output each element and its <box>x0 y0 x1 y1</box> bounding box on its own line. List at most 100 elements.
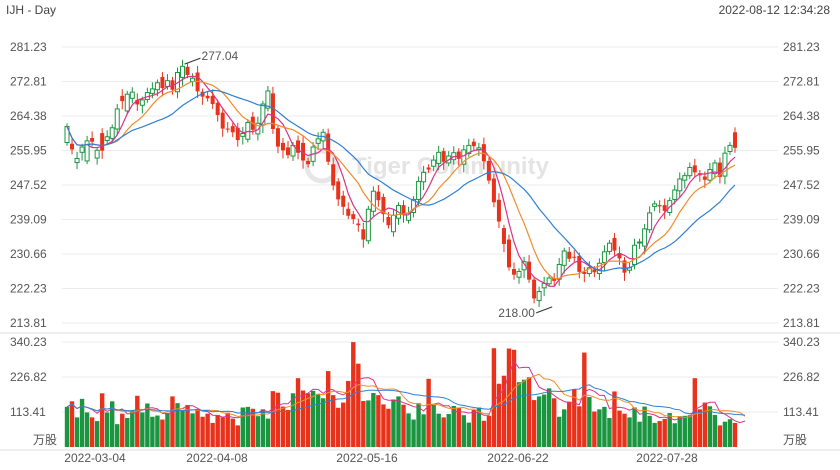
volume-bar <box>436 413 441 447</box>
candle-body-up <box>79 146 85 153</box>
candle-body-down <box>210 95 215 105</box>
volume-bar <box>567 401 572 447</box>
price-tick-right: 264.38 <box>783 109 820 123</box>
volume-bar <box>235 425 240 447</box>
price-tick-left: 264.38 <box>10 109 47 123</box>
volume-ma10-line <box>66 373 746 419</box>
volume-bar <box>461 415 466 447</box>
volume-bar <box>707 406 713 447</box>
volume-bar <box>255 416 261 447</box>
volume-bar <box>521 379 527 447</box>
volume-bar <box>541 394 547 447</box>
candle-body-down <box>552 278 557 281</box>
price-tick-left: 247.52 <box>10 178 47 192</box>
volume-bar <box>396 396 401 447</box>
symbol-interval-title: IJH - Day <box>6 3 57 17</box>
volume-bar <box>295 378 301 447</box>
candle-body-down <box>577 255 582 272</box>
candle-body-up <box>149 88 155 94</box>
volume-tick-left: 113.41 <box>10 405 46 419</box>
volume-bar <box>346 380 351 447</box>
volume-bar <box>421 414 426 447</box>
chart-timestamp: 2022-08-12 12:34:28 <box>718 3 830 17</box>
volume-bar <box>79 398 85 447</box>
volume-bar <box>476 407 482 447</box>
volume-bar <box>617 410 622 447</box>
volume-bar <box>325 371 331 447</box>
volume-bar <box>702 402 708 447</box>
volume-bar <box>165 413 170 447</box>
volume-bars <box>64 342 738 447</box>
candle-body-up <box>727 144 733 153</box>
volume-tick-left: 340.23 <box>10 335 47 349</box>
volume-bar <box>557 416 562 447</box>
candle-body-down <box>401 205 406 215</box>
volume-bar <box>411 419 416 447</box>
candle-body-down <box>471 141 476 147</box>
gridlines <box>62 46 778 413</box>
volume-bar <box>481 420 487 447</box>
volume-bar <box>592 411 597 447</box>
candle-body-down <box>612 237 617 251</box>
price-ma10-line <box>66 80 736 280</box>
volume-bar <box>496 383 502 447</box>
candle-body-up <box>265 90 271 109</box>
volume-bar <box>587 397 592 447</box>
volume-bar <box>260 409 266 447</box>
volume-bar <box>667 413 672 447</box>
low-annotation-leader <box>536 306 553 314</box>
price-tick-left: 230.66 <box>10 247 47 261</box>
candle-body-down <box>622 260 627 273</box>
volume-bar <box>150 416 155 447</box>
candle-body-down <box>285 147 290 156</box>
candle-body-up <box>647 212 653 231</box>
price-tick-left: 239.09 <box>10 213 47 227</box>
volume-bar <box>336 407 341 447</box>
volume-bar <box>551 398 557 447</box>
candle-body-down <box>506 239 511 268</box>
volume-bar <box>486 415 492 447</box>
candle-body-down <box>195 72 200 92</box>
volume-bar <box>416 403 421 447</box>
price-tick-right: 239.09 <box>783 213 820 227</box>
price-tick-right: 230.66 <box>783 247 820 261</box>
candle-body-up <box>245 121 251 140</box>
candle-body-down <box>200 91 205 97</box>
volume-bar <box>115 424 120 447</box>
candle-body-up <box>682 175 688 181</box>
candle-body-up <box>104 136 110 141</box>
volume-bar <box>451 405 456 447</box>
volume-bar <box>366 400 371 447</box>
candle-body-up <box>536 291 542 302</box>
volume-bar <box>320 398 326 447</box>
candle-body-down <box>90 138 95 142</box>
candle-body-down <box>361 229 366 240</box>
volume-bar <box>275 392 281 447</box>
candle-body-down <box>235 127 240 141</box>
candle-body-up <box>365 208 371 242</box>
candle-body-down <box>532 279 537 299</box>
volume-bar <box>210 422 215 447</box>
candle-body-down <box>617 253 622 259</box>
candle-body-up <box>672 189 678 200</box>
volume-tick-right: 113.41 <box>783 405 819 419</box>
volume-bar <box>712 414 718 447</box>
candle-body-up <box>109 127 115 139</box>
volume-bar <box>130 410 135 447</box>
volume-tick-right: 226.82 <box>783 370 820 384</box>
candle-body-down <box>306 160 311 165</box>
candle-body-up <box>546 277 552 285</box>
volume-bar <box>386 408 391 447</box>
candle-body-down <box>572 256 577 258</box>
volume-tick-right: 340.23 <box>783 335 820 349</box>
volume-bar <box>220 417 225 447</box>
candle-body-up <box>601 251 607 263</box>
candle-body-up <box>722 152 728 177</box>
candle-body-down <box>275 128 280 147</box>
candle-body-down <box>160 77 165 89</box>
volume-bar <box>205 413 210 447</box>
candle-body-down <box>341 195 346 207</box>
candle-body-down <box>280 142 285 151</box>
candle-body-up <box>687 166 693 177</box>
